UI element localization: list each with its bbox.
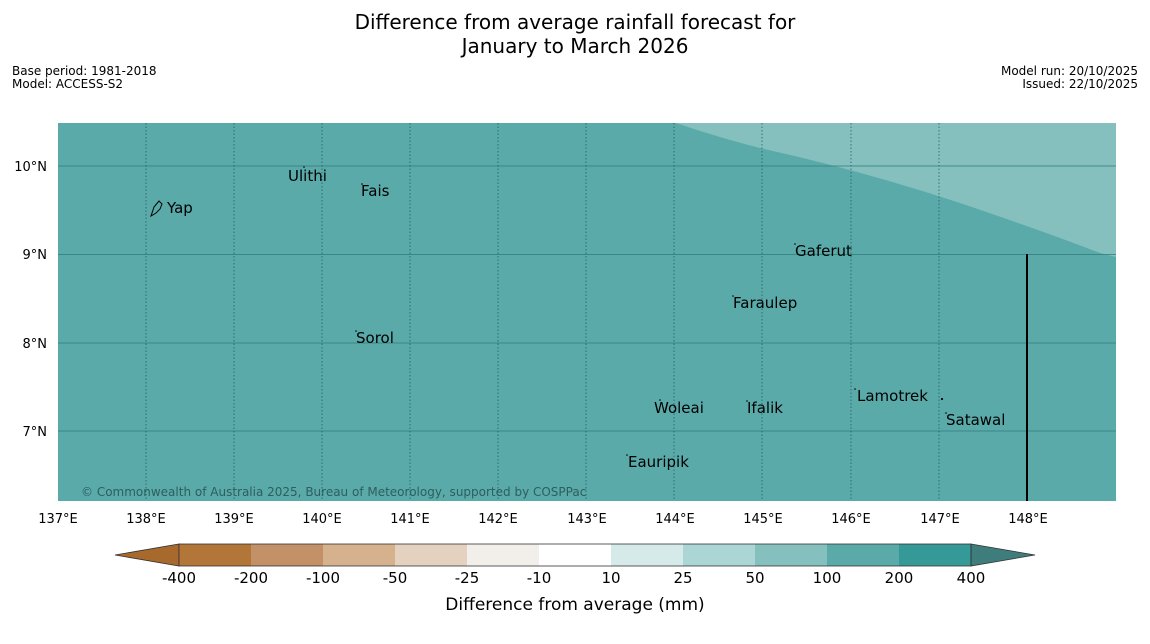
- lon-label-141e: 141°E: [390, 512, 430, 527]
- base-period-text: Base period: 1981-2018: [12, 64, 157, 78]
- lon-label-148e: 148°E: [1008, 512, 1048, 527]
- colorbar-tick-label: 50: [745, 569, 764, 587]
- colorbar-tick-label: 25: [673, 569, 692, 587]
- colorbar-left-arrow: [114, 543, 180, 567]
- marker-gaferut: [794, 243, 796, 245]
- lat-label-8n: 8°N: [23, 337, 48, 352]
- marker-fais: [361, 183, 363, 185]
- marker-ifalik: [746, 400, 748, 402]
- colorbar-swatch: [827, 544, 899, 566]
- place-label-lamotrek: Lamotrek: [857, 387, 928, 405]
- colorbar-tick-label: 100: [813, 569, 842, 587]
- place-label-ifalik: Ifalik: [747, 399, 783, 417]
- place-label-woleai: Woleai: [654, 399, 704, 417]
- marker-sorol: [355, 330, 357, 332]
- colorbar-swatch: [179, 544, 251, 566]
- lon-label-147e: 147°E: [920, 512, 960, 527]
- lon-gridlines: [145, 123, 940, 501]
- colorbar-tick-labels: -400 -200 -100 -50 -25 -10 10 25 50 100 …: [162, 569, 985, 587]
- model-text: Model: ACCESS-S2: [12, 77, 124, 91]
- colorbar-swatch: [755, 544, 827, 566]
- colorbar-tick-label: -10: [527, 569, 552, 587]
- place-label-gaferut: Gaferut: [795, 242, 852, 260]
- colorbar-swatch: [611, 544, 683, 566]
- place-label-yap: Yap: [166, 199, 193, 217]
- issued-text: Issued: 22/10/2025: [1022, 77, 1138, 91]
- colorbar-tick-label: -50: [383, 569, 408, 587]
- place-label-ulithi: Ulithi: [288, 167, 327, 185]
- lon-label-137e: 137°E: [38, 512, 78, 527]
- marker-eauripik: [626, 454, 628, 456]
- place-labels: Ulithi Fais Yap Gaferut Faraulep Sorol L…: [166, 167, 1005, 471]
- colorbar-outline: [178, 543, 972, 567]
- marker-lamotrek: [854, 388, 856, 390]
- yap-island-shape: [150, 200, 163, 218]
- colorbar-swatch: [539, 544, 611, 566]
- lat-label-7n: 7°N: [23, 425, 48, 440]
- colorbar-tick-label: -200: [234, 569, 268, 587]
- marker-ulithi: [303, 166, 305, 168]
- colorbar-right-arrow: [970, 543, 1036, 567]
- meta-right: Model run: 20/10/2025 Issued: 22/10/2025: [1001, 65, 1138, 91]
- lon-axis-labels: 137°E 138°E 139°E 140°E 141°E 142°E 143°…: [38, 512, 1048, 527]
- lon-label-144e: 144°E: [655, 512, 695, 527]
- place-label-fais: Fais: [361, 182, 390, 200]
- meta-left: Base period: 1981-2018 Model: ACCESS-S2: [12, 65, 157, 91]
- colorbar: [114, 543, 1036, 567]
- copyright-text: © Commonwealth of Australia 2025, Bureau…: [81, 485, 586, 499]
- chart-title-line2: January to March 2026: [461, 34, 689, 58]
- model-run-text: Model run: 20/10/2025: [1000, 64, 1138, 78]
- marker-lamotrek-islet: [940, 397, 944, 401]
- map-panel: Ulithi Fais Yap Gaferut Faraulep Sorol L…: [58, 123, 1116, 501]
- colorbar-tick-label: -25: [455, 569, 480, 587]
- colorbar-swatch: [683, 544, 755, 566]
- marker-woleai: [659, 399, 661, 401]
- place-label-sorol: Sorol: [356, 329, 394, 347]
- lon-label-145e: 145°E: [743, 512, 783, 527]
- colorbar-swatch: [395, 544, 467, 566]
- marker-satawal: [945, 412, 947, 414]
- place-label-eauripik: Eauripik: [628, 453, 689, 471]
- lon-label-140e: 140°E: [302, 512, 342, 527]
- colorbar-swatch: [467, 544, 539, 566]
- colorbar-swatch: [323, 544, 395, 566]
- colorbar-swatch: [251, 544, 323, 566]
- lon-label-142e: 142°E: [478, 512, 518, 527]
- colorbar-swatch: [899, 544, 971, 566]
- chart-title-line1: Difference from average rainfall forecas…: [354, 10, 796, 34]
- lon-label-143e: 143°E: [567, 512, 607, 527]
- place-label-satawal: Satawal: [946, 411, 1005, 429]
- lat-axis-labels: 10°N 9°N 8°N 7°N: [14, 160, 47, 440]
- lon-label-139e: 139°E: [214, 512, 254, 527]
- lon-label-138e: 138°E: [126, 512, 166, 527]
- colorbar-tick-label: 10: [601, 569, 620, 587]
- place-markers: [303, 166, 947, 456]
- colorbar-tick-label: -400: [162, 569, 196, 587]
- colorbar-label: Difference from average (mm): [445, 595, 704, 615]
- lon-label-146e: 146°E: [831, 512, 871, 527]
- lat-label-10n: 10°N: [14, 160, 47, 175]
- marker-faraulep: [732, 295, 734, 297]
- colorbar-tick-label: -100: [306, 569, 340, 587]
- lat-label-9n: 9°N: [23, 248, 48, 263]
- map-light-region: [676, 123, 1116, 257]
- colorbar-tick-label: 400: [957, 569, 986, 587]
- place-label-faraulep: Faraulep: [733, 294, 797, 312]
- colorbar-tick-label: 200: [885, 569, 914, 587]
